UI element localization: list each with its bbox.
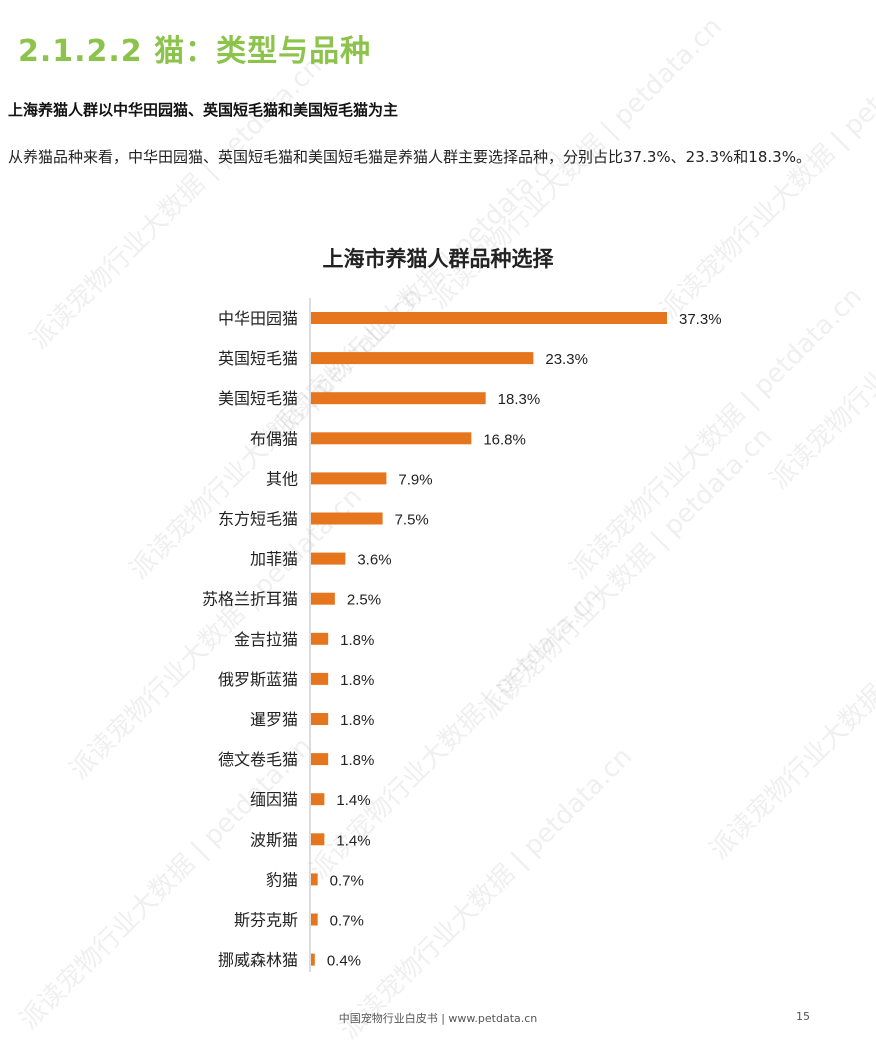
bar: [311, 793, 325, 806]
value-label: 16.8%: [483, 431, 526, 448]
value-label: 7.5%: [395, 512, 429, 529]
bar: [311, 833, 325, 846]
category-label: 其他: [266, 469, 298, 488]
category-label: 缅因猫: [250, 790, 298, 809]
category-label: 东方短毛猫: [218, 510, 298, 529]
bar: [311, 753, 329, 766]
value-label: 3.6%: [357, 552, 391, 569]
category-label: 德文卷毛猫: [218, 750, 298, 769]
page-number: 15: [796, 1010, 810, 1023]
category-label: 挪威森林猫: [218, 951, 298, 970]
bar: [311, 312, 667, 324]
value-label: 18.3%: [498, 391, 541, 408]
value-label: 7.9%: [398, 471, 432, 488]
category-label: 豹猫: [266, 870, 298, 889]
value-label: 0.7%: [330, 872, 364, 889]
value-label: 2.5%: [347, 592, 381, 609]
category-label: 斯芬克斯: [234, 911, 298, 930]
category-label: 苏格兰折耳猫: [202, 590, 298, 609]
value-label: 1.8%: [340, 672, 374, 689]
section-title: 2.1.2.2 猫：类型与品种: [18, 34, 372, 69]
value-label: 1.8%: [340, 712, 374, 729]
category-label: 英国短毛猫: [218, 349, 298, 368]
bar: [311, 953, 315, 966]
value-label: 1.8%: [340, 632, 374, 649]
category-label: 暹罗猫: [250, 710, 298, 729]
bar: [311, 672, 329, 685]
footer-text: 中国宠物行业白皮书 | www.petdata.cn: [338, 1012, 538, 1025]
category-label: 波斯猫: [250, 830, 298, 849]
bar: [311, 592, 335, 605]
bar: [311, 352, 534, 365]
category-label: 俄罗斯蓝猫: [218, 670, 298, 689]
body-paragraph: 从养猫品种来看，中华田园猫、英国短毛猫和美国短毛猫是养猫人群主要选择品种，分别占…: [8, 148, 811, 166]
bar: [311, 512, 383, 525]
value-label: 23.3%: [545, 351, 588, 368]
chart-title: 上海市养猫人群品种选择: [322, 247, 554, 271]
bar: [311, 552, 346, 565]
category-label: 布偶猫: [250, 429, 298, 448]
subheading: 上海养猫人群以中华田园猫、英国短毛猫和美国短毛猫为主: [8, 101, 399, 119]
value-label: 0.4%: [327, 953, 361, 970]
bar: [311, 913, 318, 926]
bar: [311, 392, 486, 405]
value-label: 1.8%: [340, 752, 374, 769]
bar: [311, 632, 329, 645]
bar: [311, 472, 387, 485]
value-label: 1.4%: [336, 792, 370, 809]
value-label: 1.4%: [336, 832, 370, 849]
category-label: 美国短毛猫: [218, 389, 298, 408]
value-label: 37.3%: [679, 311, 722, 328]
category-label: 金吉拉猫: [234, 630, 298, 649]
bar: [311, 873, 318, 886]
bar: [311, 432, 472, 445]
bar: [311, 713, 329, 725]
category-label: 中华田园猫: [218, 309, 298, 328]
value-label: 0.7%: [330, 913, 364, 930]
category-label: 加菲猫: [250, 550, 298, 569]
